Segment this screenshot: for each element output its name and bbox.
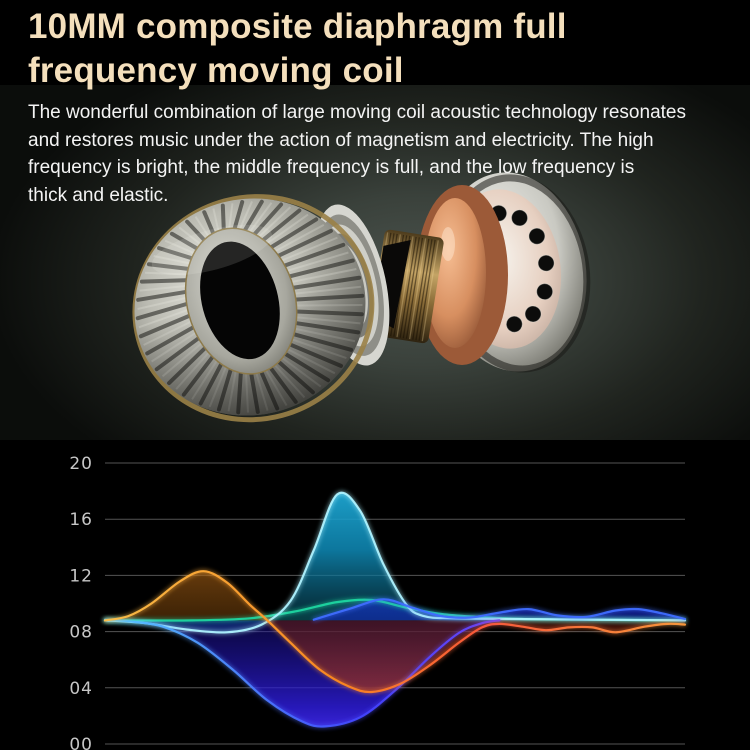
royal-blue-ripple-wave-line — [312, 598, 687, 621]
ribbed-diaphragm-coil-ring — [132, 194, 375, 423]
indigo-trough-wave-line — [103, 618, 501, 728]
thread-line — [421, 240, 439, 342]
y-tick-label: 04 — [69, 679, 93, 699]
vent-hole — [505, 315, 523, 333]
center-hole — [200, 241, 280, 360]
thread-line — [409, 238, 427, 340]
thread-line — [399, 236, 417, 338]
intro-paragraph-line: frequency is bright, the middle frequenc… — [28, 157, 635, 178]
copper-dome — [424, 198, 486, 348]
top-highlight — [151, 224, 273, 276]
thread-line — [418, 239, 436, 341]
page-title-line-2: frequency moving coil — [28, 51, 404, 90]
cyan-wave-line — [103, 491, 687, 634]
thread-line — [402, 237, 420, 339]
royal-blue-ripple-wave-fill-above — [313, 599, 685, 621]
thread-line — [396, 236, 414, 338]
vent-hole — [528, 227, 546, 245]
thread-line — [415, 239, 433, 341]
copper-magnet-disc — [416, 185, 508, 365]
page-title: 10MM composite diaphragm full frequency … — [28, 5, 567, 93]
y-tick-label: 16 — [69, 510, 93, 530]
copper-highlight — [441, 227, 455, 261]
y-tick-label: 08 — [69, 623, 93, 643]
orange-wave-line — [103, 570, 687, 694]
vent-hole — [536, 283, 554, 301]
gold-rim — [132, 194, 375, 423]
vent-hole — [537, 254, 555, 272]
vent-hole — [524, 305, 542, 323]
cyan-wave-fill-above — [269, 492, 682, 621]
y-tick-label: 12 — [69, 566, 93, 586]
intro-paragraph-line: and restores music under the action of m… — [28, 129, 654, 151]
y-tick-label: 00 — [69, 735, 93, 750]
orange-wave-fill-below — [105, 620, 685, 693]
frequency-chart: 20 16 12 08 04 00 — [69, 454, 687, 750]
intro-paragraph: The wonderful combination of large movin… — [28, 99, 686, 209]
thread-line — [405, 237, 424, 339]
driver-exploded-image — [132, 172, 591, 423]
thread-line — [412, 238, 430, 340]
intro-paragraph-line: The wonderful combination of large movin… — [28, 102, 686, 123]
intro-paragraph-line: thick and elastic. — [28, 184, 169, 206]
y-tick-label: 20 — [69, 454, 93, 474]
page-title-line-1: 10MM composite diaphragm full — [28, 7, 567, 46]
vent-hole — [511, 209, 529, 227]
